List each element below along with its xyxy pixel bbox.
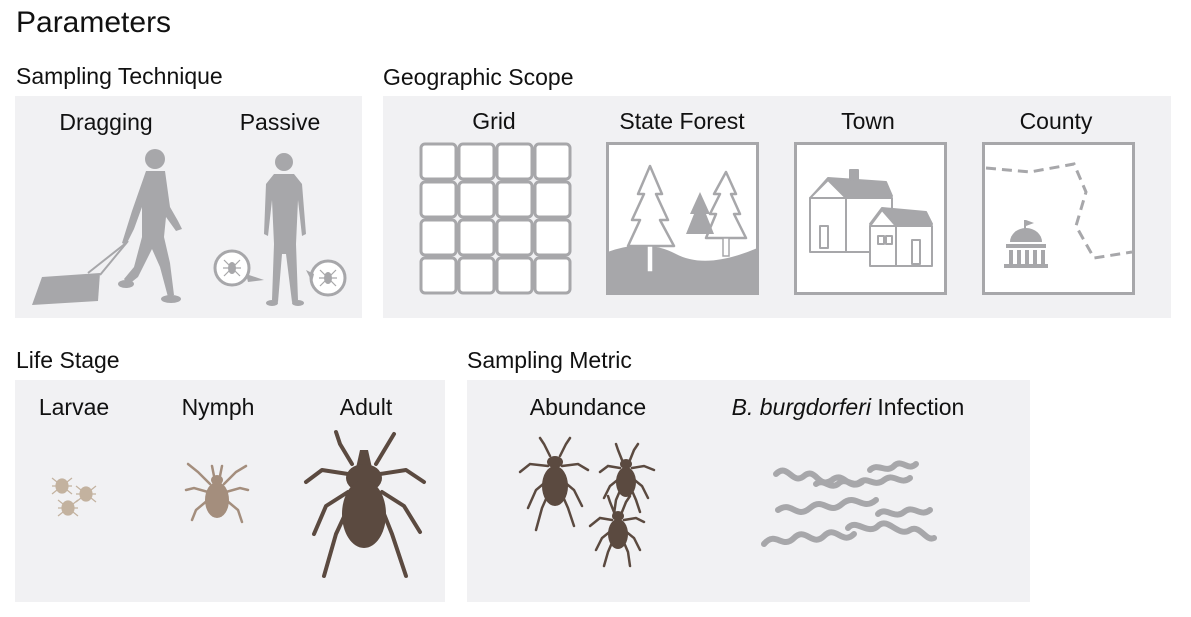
grid-label: Grid: [472, 108, 516, 134]
passive-label: Passive: [239, 109, 321, 135]
spirochete-icon: [761, 460, 937, 547]
sampling-technique-title: Sampling Technique: [16, 63, 223, 89]
town-label: Town: [841, 108, 895, 134]
adult-tick-icon: [304, 430, 426, 578]
nymph-label: Nymph: [181, 394, 255, 420]
dragging-label: Dragging: [59, 109, 153, 135]
abundance-ticks-icon: [518, 436, 656, 568]
county-label: County: [1019, 108, 1093, 134]
larvae-tick-icon: [51, 477, 97, 517]
forest-icon: [606, 142, 759, 295]
sampling-metric-title: Sampling Metric: [467, 347, 632, 373]
infection-label: B. burgdorferi Infection: [700, 394, 996, 421]
infection-species: B. burgdorferi: [731, 394, 871, 420]
page-title: Parameters: [16, 6, 172, 39]
passive-person-icon: [213, 153, 347, 306]
town-icon: [794, 142, 947, 295]
county-map-icon: [982, 142, 1135, 295]
adult-label: Adult: [339, 394, 393, 420]
nymph-tick-icon: [184, 462, 250, 524]
dragging-person-icon: [32, 149, 182, 305]
life-stage-title: Life Stage: [16, 347, 120, 373]
grid-icon: [419, 142, 572, 295]
state-forest-label: State Forest: [619, 108, 745, 134]
larvae-label: Larvae: [38, 394, 110, 420]
geographic-scope-title: Geographic Scope: [383, 64, 574, 90]
infection-suffix: Infection: [871, 394, 965, 420]
abundance-label: Abundance: [529, 394, 647, 420]
